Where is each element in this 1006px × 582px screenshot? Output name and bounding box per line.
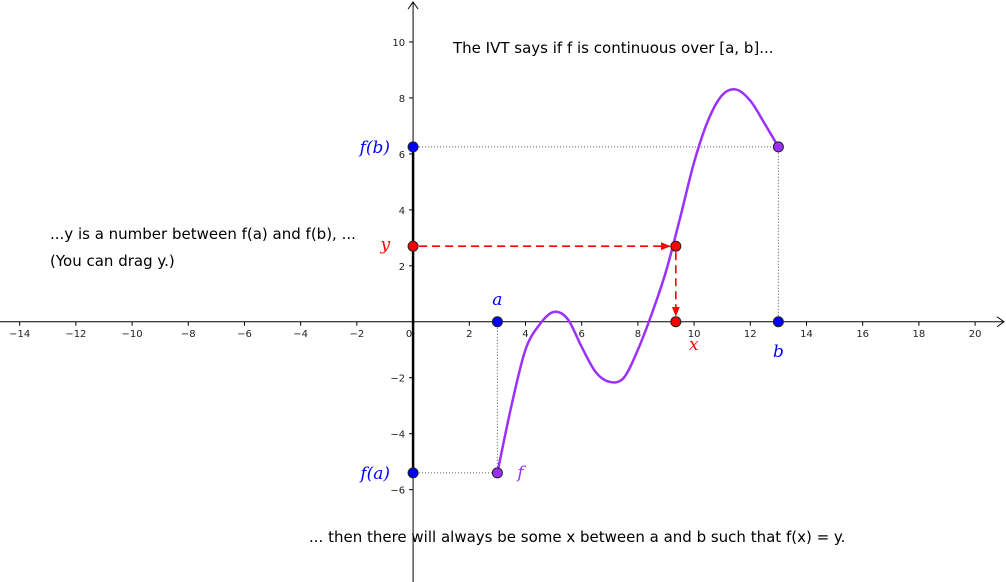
label-curve-f: f <box>515 463 526 483</box>
x-tick-label: 4 <box>522 329 528 340</box>
y-axis-arrow <box>407 1 419 10</box>
point-f-of-a <box>407 467 419 479</box>
points-layer[interactable] <box>407 141 784 479</box>
x-tick-label: −12 <box>65 329 86 340</box>
y-tick-label: 6 <box>399 150 405 161</box>
annotation-left-line1: ...y is a number between f(a) and f(b), … <box>50 225 356 243</box>
x-tick-label: −2 <box>350 329 365 340</box>
y-tick-label: −2 <box>390 374 405 385</box>
point-f-of-b <box>407 141 419 153</box>
y-tick-label: −6 <box>390 486 405 497</box>
annotation-top: The IVT says if f is continuous over [a,… <box>452 39 774 57</box>
x-tick-label: 6 <box>578 329 584 340</box>
y-tick-label: 10 <box>392 38 405 49</box>
point-y-draggable[interactable] <box>407 240 419 252</box>
label-b: b <box>773 342 784 362</box>
x-tick-label: −14 <box>9 329 30 340</box>
x-tick-label: −6 <box>237 329 252 340</box>
y-tick-label: −4 <box>390 430 405 441</box>
ivt-arrows <box>419 242 680 317</box>
x-tick-label: 2 <box>466 329 472 340</box>
y-tick-label: 2 <box>399 262 405 273</box>
x-tick-label: 10 <box>688 329 701 340</box>
x-tick-label: 14 <box>800 329 813 340</box>
annotation-left-line2: (You can drag y.) <box>50 252 175 270</box>
label-y: y <box>379 235 390 255</box>
point-curve-end <box>772 141 784 153</box>
point-a[interactable] <box>491 316 503 328</box>
point-b[interactable] <box>772 316 784 328</box>
y-tick-label: 4 <box>399 206 405 217</box>
labels-layer: a b f(b) f(a) y x f <box>358 138 784 484</box>
point-curve-start <box>491 467 503 479</box>
y-tick-label: 8 <box>399 94 405 105</box>
point-x <box>670 316 682 328</box>
function-curve-f <box>496 88 780 474</box>
label-f-of-b: f(b) <box>358 138 390 158</box>
point-f-of-x <box>670 240 682 252</box>
label-a: a <box>492 290 502 310</box>
label-f-of-a: f(a) <box>358 464 390 484</box>
x-tick-label: 16 <box>856 329 869 340</box>
x-tick-label: 12 <box>744 329 757 340</box>
x-tick-label: −4 <box>293 329 308 340</box>
curve-layer <box>496 88 780 474</box>
label-x: x <box>689 335 699 355</box>
x-axis-arrow <box>996 316 1005 328</box>
guide-lines <box>411 146 779 474</box>
x-tick-label: −10 <box>122 329 143 340</box>
x-tick-label: 20 <box>969 329 982 340</box>
x-tick-label: −8 <box>181 329 196 340</box>
annotation-bottom: ... then there will always be some x bet… <box>309 528 845 546</box>
x-tick-label: 8 <box>635 329 641 340</box>
x-tick-label: 0 <box>406 329 412 340</box>
x-tick-label: 18 <box>913 329 926 340</box>
